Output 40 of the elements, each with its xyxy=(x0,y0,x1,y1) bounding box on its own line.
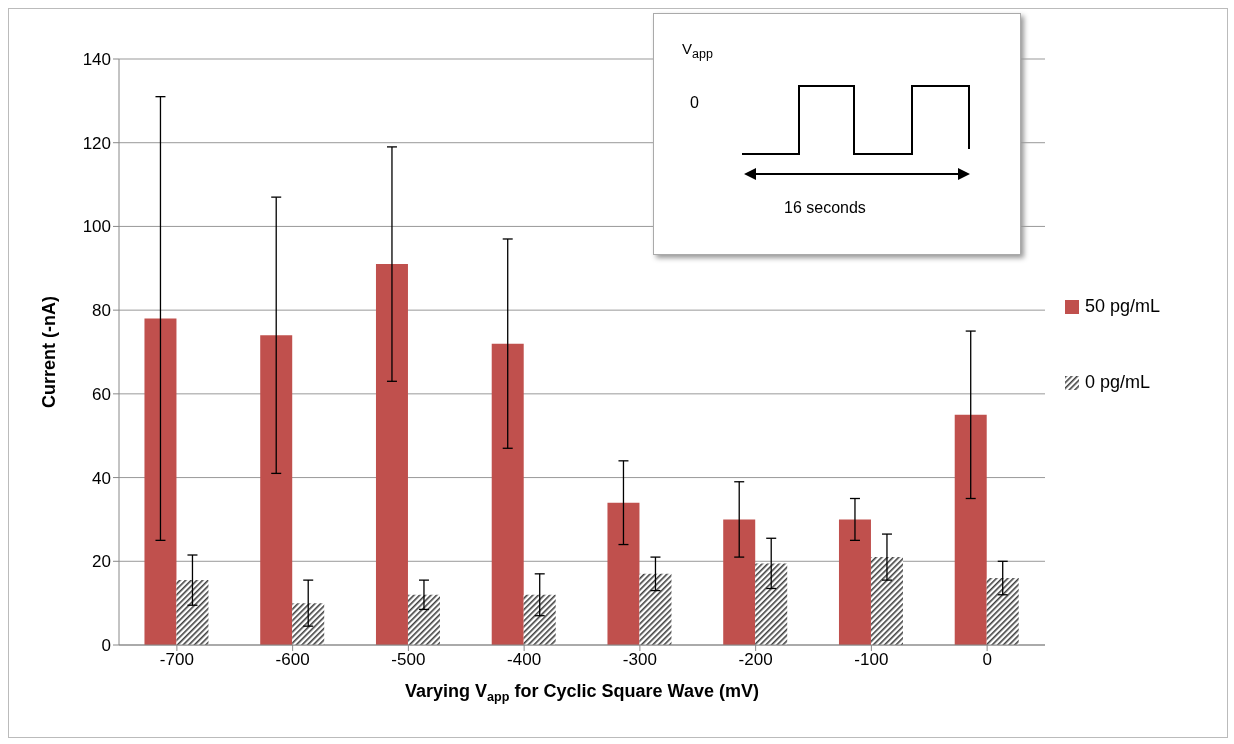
x-tick-label: -300 xyxy=(622,650,657,670)
legend-label: 0 pg/mL xyxy=(1085,372,1151,393)
bar xyxy=(176,580,209,645)
bar xyxy=(755,563,788,645)
legend-label: 50 pg/mL xyxy=(1085,296,1161,317)
bar xyxy=(523,594,556,645)
y-axis-title: Current (-nA) xyxy=(39,296,60,408)
x-tick-label: -100 xyxy=(854,650,889,670)
annotation: 16 seconds xyxy=(784,199,866,217)
y-tick-label: 140 xyxy=(82,50,111,70)
square-wave-diagram: V$_{app}$ 0 16 seconds xyxy=(653,13,1021,255)
annotation: V$_{app}$ xyxy=(682,40,713,61)
x-tick-label: -500 xyxy=(391,650,426,670)
x-axis-title: Varying V$_{app}$ for Cyclic Square Wave (mV) xyxy=(405,681,759,704)
y-tick-label: 60 xyxy=(92,384,111,404)
y-tick-label: 20 xyxy=(92,552,111,572)
bar xyxy=(375,264,408,645)
bar xyxy=(607,502,640,645)
bar xyxy=(870,557,903,645)
bar xyxy=(407,594,440,645)
bar xyxy=(986,578,1019,645)
y-tick-label: 0 xyxy=(101,636,111,656)
bar xyxy=(723,519,756,645)
x-tick-label: -700 xyxy=(159,650,194,670)
bar xyxy=(292,603,325,645)
x-tick-label: -400 xyxy=(507,650,542,670)
bar xyxy=(144,318,177,645)
bar xyxy=(954,414,987,645)
y-tick-label: 80 xyxy=(92,301,111,321)
bar xyxy=(838,519,871,645)
x-tick-label: 0 xyxy=(982,650,992,670)
x-tick-label: -200 xyxy=(738,650,773,670)
bar xyxy=(260,335,293,645)
bar xyxy=(491,343,524,645)
y-tick-label: 40 xyxy=(92,468,111,488)
bar xyxy=(639,573,672,645)
y-tick-label: 120 xyxy=(82,133,111,153)
annotation: 0 xyxy=(690,94,699,112)
y-tick-label: 100 xyxy=(82,217,111,237)
x-tick-label: -600 xyxy=(275,650,310,670)
